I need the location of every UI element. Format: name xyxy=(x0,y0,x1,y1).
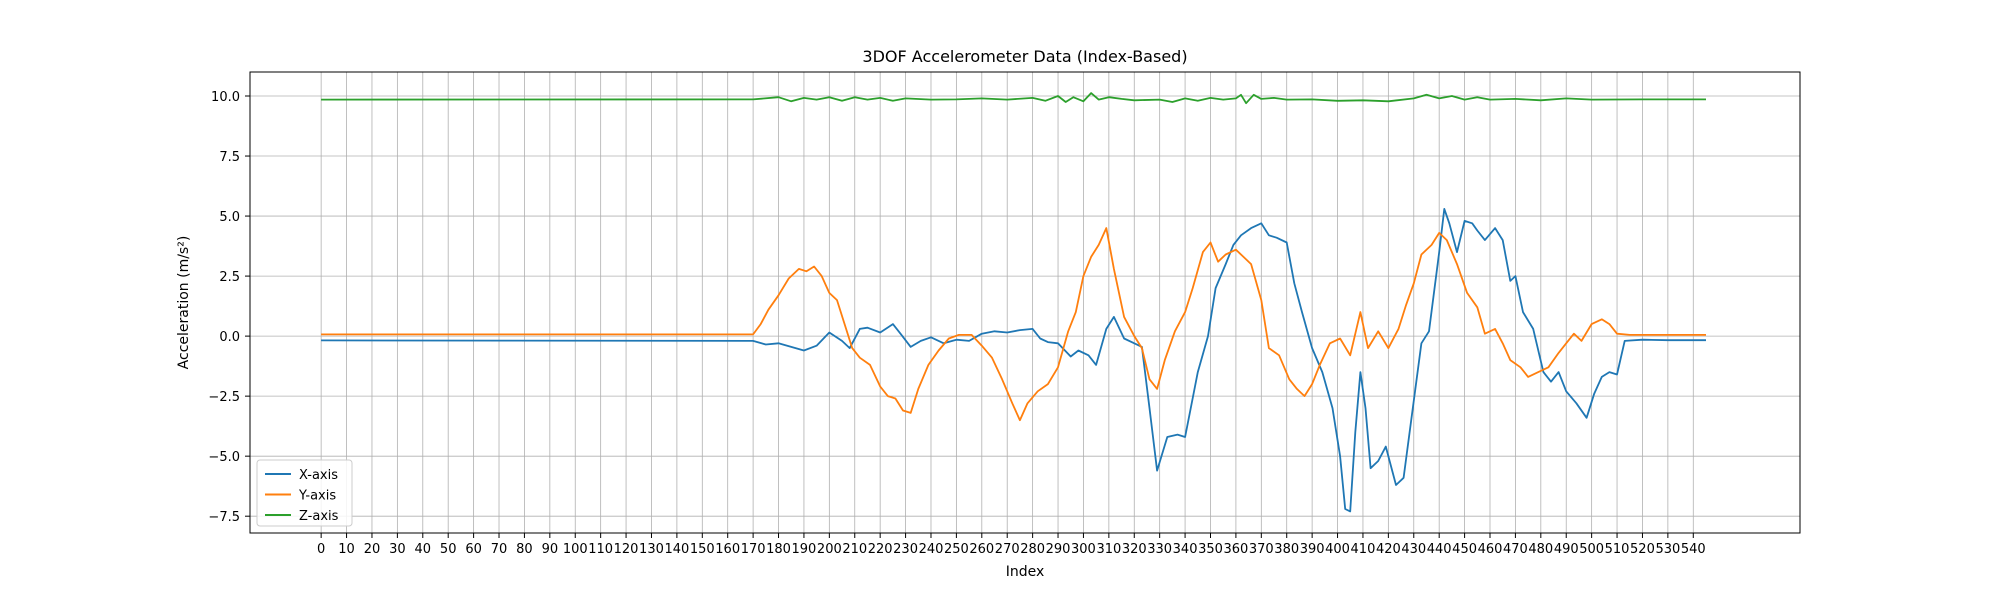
y-tick-label: 2.5 xyxy=(219,270,240,285)
x-tick-label: 290 xyxy=(1046,542,1071,557)
x-tick-label: 160 xyxy=(715,542,740,557)
x-tick-label: 140 xyxy=(664,542,689,557)
x-tick-label: 400 xyxy=(1325,542,1350,557)
x-tick-label: 490 xyxy=(1554,542,1579,557)
series-line-y-axis xyxy=(321,227,1706,422)
x-tick-label: 480 xyxy=(1528,542,1553,557)
x-tick-label: 40 xyxy=(415,542,432,557)
legend-label: X-axis xyxy=(299,468,338,483)
x-tick-label: 110 xyxy=(588,542,613,557)
x-tick-label: 340 xyxy=(1173,542,1198,557)
x-tick-label: 390 xyxy=(1300,542,1325,557)
legend-label: Z-axis xyxy=(299,509,339,524)
x-tick-label: 520 xyxy=(1630,542,1655,557)
x-tick-label: 90 xyxy=(542,542,559,557)
x-tick-label: 60 xyxy=(465,542,482,557)
x-tick-label: 230 xyxy=(893,542,918,557)
x-tick-label: 240 xyxy=(919,542,944,557)
y-tick-label: 10.0 xyxy=(211,90,240,105)
x-tick-label: 130 xyxy=(639,542,664,557)
y-tick-label: 5.0 xyxy=(219,210,240,225)
plot-lines xyxy=(321,92,1706,513)
x-tick-label: 380 xyxy=(1274,542,1299,557)
x-axis-label: Index xyxy=(1006,564,1045,580)
series-line-x-axis xyxy=(321,207,1706,513)
x-tick-label: 450 xyxy=(1452,542,1477,557)
x-tick-label: 420 xyxy=(1376,542,1401,557)
series-line-z-axis xyxy=(321,92,1706,105)
y-tick-label: −5.0 xyxy=(208,450,240,465)
x-tick-label: 360 xyxy=(1223,542,1248,557)
y-axis-label: Acceleration (m/s²) xyxy=(176,236,192,370)
x-tick-label: 460 xyxy=(1478,542,1503,557)
x-tick-label: 250 xyxy=(944,542,969,557)
x-tick-label: 200 xyxy=(817,542,842,557)
x-tick-label: 370 xyxy=(1249,542,1274,557)
y-tick-label: 7.5 xyxy=(219,150,240,165)
x-tick-label: 540 xyxy=(1681,542,1706,557)
y-tick-label: −7.5 xyxy=(208,510,240,525)
x-tick-label: 120 xyxy=(614,542,639,557)
x-tick-label: 270 xyxy=(995,542,1020,557)
x-tick-label: 280 xyxy=(1020,542,1045,557)
grid xyxy=(250,72,1800,533)
x-tick-label: 0 xyxy=(317,542,325,557)
x-tick-label: 260 xyxy=(969,542,994,557)
x-tick-label: 190 xyxy=(792,542,817,557)
x-tick-label: 70 xyxy=(491,542,508,557)
x-tick-label: 180 xyxy=(766,542,791,557)
x-tick-label: 10 xyxy=(338,542,355,557)
x-tick-label: 530 xyxy=(1655,542,1680,557)
x-tick-label: 320 xyxy=(1122,542,1147,557)
x-tick-label: 30 xyxy=(389,542,406,557)
x-tick-label: 440 xyxy=(1427,542,1452,557)
x-tick-label: 80 xyxy=(516,542,533,557)
y-tick-label: 0.0 xyxy=(219,330,240,345)
x-tick-label: 50 xyxy=(440,542,457,557)
plot-frame xyxy=(249,71,1801,534)
axis-ticks: 0 10 20 30 40 50 60 70 80 90 100 110 120 130 140 150 160… xyxy=(208,90,1705,557)
x-tick-label: 330 xyxy=(1147,542,1172,557)
x-tick-label: 510 xyxy=(1605,542,1630,557)
x-tick-label: 350 xyxy=(1198,542,1223,557)
y-tick-label: −2.5 xyxy=(208,390,240,405)
chart-title: 3DOF Accelerometer Data (Index-Based) xyxy=(862,47,1187,66)
x-tick-label: 20 xyxy=(364,542,381,557)
x-tick-label: 170 xyxy=(741,542,766,557)
x-tick-label: 470 xyxy=(1503,542,1528,557)
legend-label: Y-axis xyxy=(298,489,336,504)
x-tick-label: 410 xyxy=(1351,542,1376,557)
x-tick-label: 100 xyxy=(563,542,588,557)
x-tick-label: 150 xyxy=(690,542,715,557)
legend-box xyxy=(256,459,353,527)
x-tick-label: 300 xyxy=(1071,542,1096,557)
x-tick-label: 500 xyxy=(1579,542,1604,557)
x-tick-label: 220 xyxy=(868,542,893,557)
x-tick-label: 310 xyxy=(1096,542,1121,557)
x-tick-label: 210 xyxy=(842,542,867,557)
legend: X-axis Y-axis Z-axis xyxy=(256,459,353,527)
x-tick-label: 430 xyxy=(1401,542,1426,557)
